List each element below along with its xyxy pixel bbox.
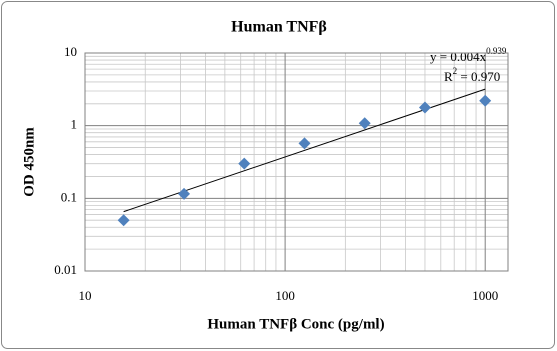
y-tick-label: 0.01	[54, 262, 77, 277]
data-point	[117, 214, 130, 227]
y-axis-label: OD 450nm	[21, 127, 37, 197]
x-tick-label: 100	[275, 288, 295, 303]
data-point	[178, 187, 191, 200]
plot-area	[84, 52, 509, 272]
data-point	[418, 101, 431, 114]
exponent: 0.939	[486, 46, 507, 56]
r-symbol: R	[444, 69, 453, 84]
r-squared: R2 = 0.970	[444, 66, 500, 84]
data-point	[479, 94, 492, 107]
x-axis-label: Human TNFβ Conc (pg/ml)	[207, 316, 384, 332]
equation: y = 0.004x	[430, 49, 487, 64]
x-tick-label: 1000	[472, 288, 498, 303]
r-power: 2	[453, 66, 458, 76]
y-tick-label: 1	[71, 117, 78, 132]
chart-title: Human TNFβ	[231, 19, 327, 36]
data-point	[298, 137, 311, 150]
y-tick-label: 10	[64, 44, 77, 59]
x-tick-label: 10	[79, 288, 92, 303]
y-tick-label: 0.1	[61, 189, 77, 204]
data-point	[358, 117, 371, 130]
data-point	[238, 157, 251, 170]
r-value: = 0.970	[457, 69, 500, 84]
